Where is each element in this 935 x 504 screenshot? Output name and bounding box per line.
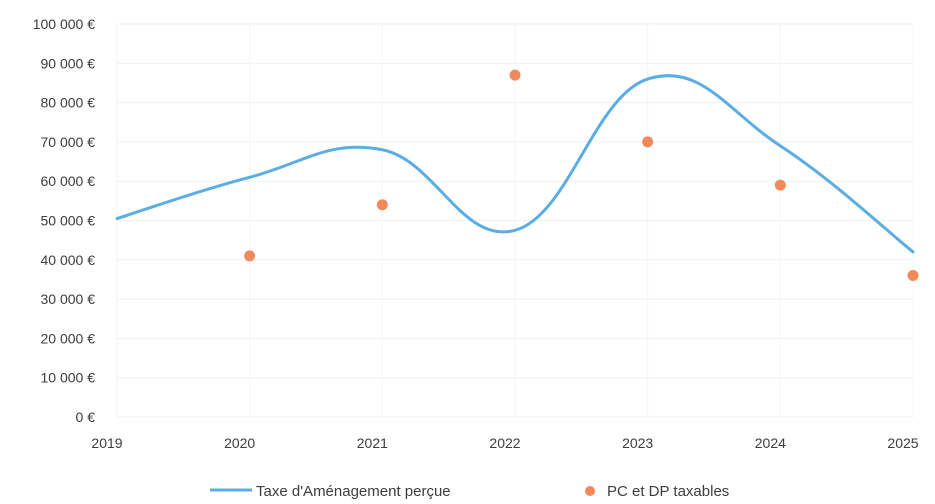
- y-axis-ticks: 0 € 10 000 € 20 000 € 30 000 € 40 000 € 50 00…: [33, 16, 96, 425]
- x-tick-label: 2025: [887, 435, 918, 451]
- gridlines: [116, 23, 914, 418]
- y-tick-label: 80 000 €: [41, 95, 96, 111]
- x-tick-label: 2023: [622, 435, 653, 451]
- y-tick-label: 100 000 €: [33, 16, 95, 32]
- legend: Taxe d'Aménagement perçue PC et DP taxabl…: [210, 483, 729, 500]
- y-tick-label: 0 €: [76, 409, 96, 425]
- legend-label-pc-dp: PC et DP taxables: [607, 483, 729, 500]
- x-axis-ticks: 2019 2020 2021 2022 2023 2024 2025: [91, 435, 918, 451]
- scatter-point-pc-dp: [376, 199, 388, 211]
- scatter-point-pc-dp: [907, 270, 919, 282]
- scatter-point-pc-dp: [509, 69, 521, 81]
- plot-area: [115, 69, 919, 282]
- x-tick-label: 2022: [489, 435, 520, 451]
- y-tick-label: 50 000 €: [41, 213, 96, 229]
- x-tick-label: 2024: [755, 435, 786, 451]
- y-tick-label: 90 000 €: [41, 55, 96, 71]
- legend-label-taxe: Taxe d'Aménagement perçue: [256, 483, 451, 500]
- y-tick-label: 10 000 €: [41, 370, 96, 386]
- x-tick-label: 2020: [224, 435, 255, 451]
- series-line-taxe: [115, 74, 915, 254]
- legend-dot-swatch: [585, 486, 595, 496]
- y-tick-label: 30 000 €: [41, 291, 96, 307]
- scatter-point-pc-dp: [244, 250, 256, 262]
- x-tick-label: 2021: [357, 435, 388, 451]
- scatter-point-pc-dp: [774, 179, 786, 191]
- y-tick-label: 20 000 €: [41, 330, 96, 346]
- y-tick-label: 70 000 €: [41, 134, 96, 150]
- scatter-point-pc-dp: [642, 136, 654, 148]
- y-tick-label: 60 000 €: [41, 173, 96, 189]
- x-tick-label: 2019: [91, 435, 122, 451]
- y-tick-label: 40 000 €: [41, 252, 96, 268]
